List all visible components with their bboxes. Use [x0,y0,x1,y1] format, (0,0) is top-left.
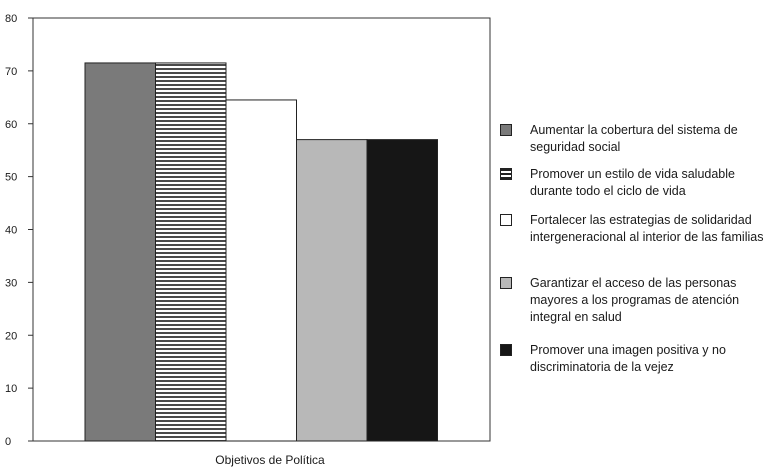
legend-label: Fortalecer las estrategias de solidarida… [530,213,764,244]
legend-label: Garantizar el acceso de las personas may… [530,276,740,324]
y-tick-label: 10 [5,383,17,395]
legend-swatch [500,277,512,289]
legend-label: Promover un estilo de vida saludable dur… [530,167,735,198]
y-tick-label: 70 [5,66,17,78]
bar-5 [366,139,438,442]
legend-item-1: Aumentar la cobertura del sistema de seg… [500,122,780,156]
y-tick-label: 80 [5,13,17,25]
y-tick-label: 30 [5,277,17,289]
legend-swatch [500,124,512,136]
bar-3 [225,99,297,442]
legend-label: Aumentar la cobertura del sistema de seg… [530,123,738,154]
bar-1 [84,62,156,442]
x-axis-label: Objetivos de Política [215,453,325,467]
legend-swatch [500,168,512,180]
legend-swatch [500,344,512,356]
legend-item-2: Promover un estilo de vida saludable dur… [500,166,780,200]
y-tick-label: 20 [5,330,17,342]
legend-label: Promover una imagen positiva y no discri… [530,343,726,374]
legend-swatch [500,214,512,226]
bar-4 [296,139,368,442]
y-tick-label: 60 [5,119,17,131]
y-tick-label: 0 [5,436,11,448]
legend-item-5: Promover una imagen positiva y no discri… [500,342,780,376]
legend-item-3: Fortalecer las estrategias de solidarida… [500,212,780,246]
y-tick-label: 40 [5,225,17,237]
chart-bars [84,62,438,442]
y-tick-label: 50 [5,172,17,184]
bar-2 [155,62,227,442]
legend-item-4: Garantizar el acceso de las personas may… [500,275,780,326]
